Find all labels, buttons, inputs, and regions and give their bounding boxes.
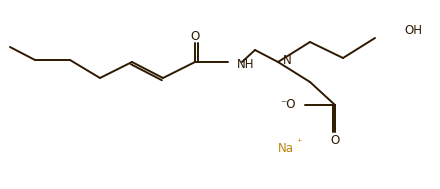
Text: ⁺: ⁺ — [297, 138, 302, 148]
Text: O: O — [191, 29, 200, 43]
Text: Na: Na — [278, 142, 294, 154]
Text: ⁻O: ⁻O — [281, 98, 296, 112]
Text: N: N — [283, 53, 292, 67]
Text: OH: OH — [404, 23, 422, 36]
Text: O: O — [330, 135, 340, 147]
Text: NH: NH — [237, 57, 254, 70]
